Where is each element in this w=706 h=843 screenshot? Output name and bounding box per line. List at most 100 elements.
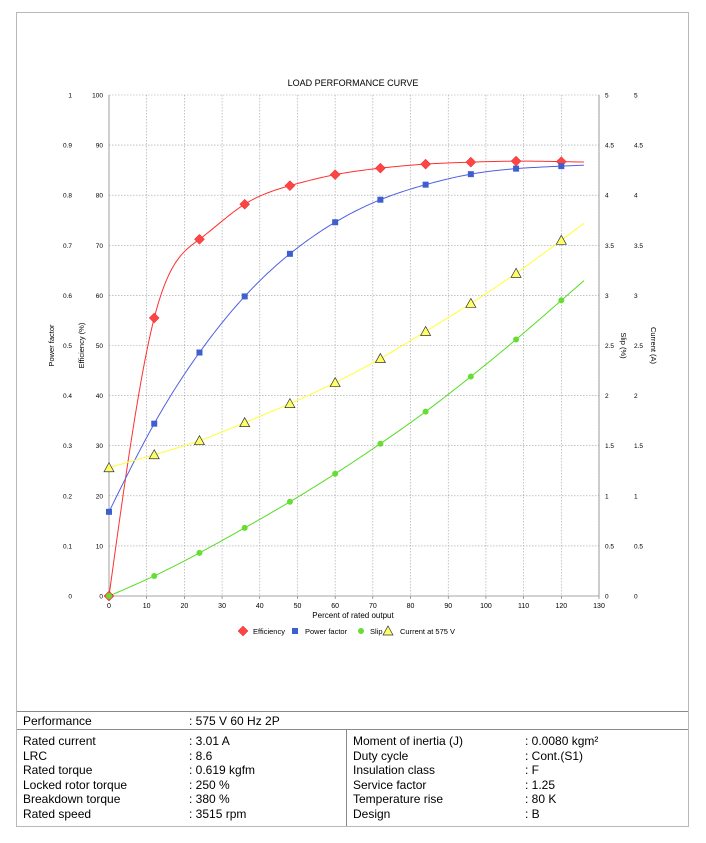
spec-value: : B — [525, 806, 540, 821]
x-tick-label: 120 — [555, 603, 567, 610]
x-tick-label: 0 — [107, 603, 111, 610]
data-point-triangle — [420, 325, 432, 336]
spec-value: : Cont.(S1) — [525, 748, 584, 763]
spec-value: : 380 % — [189, 792, 230, 806]
x-tick-label: 10 — [143, 603, 151, 610]
series-line-3 — [108, 223, 585, 469]
y-tick-label-slip: 2 — [605, 393, 609, 400]
y-tick-label-cur: 4.5 — [634, 143, 643, 150]
spec-label: Duty cycle — [353, 748, 409, 763]
y-tick-label-eff: 90 — [96, 143, 104, 150]
data-point-circle — [106, 593, 112, 599]
y-tick-label-cur: 0 — [634, 594, 638, 601]
spec-label: Locked rotor torque — [23, 777, 128, 792]
spec-value: : 3515 rpm — [189, 806, 247, 821]
data-point-triangle — [329, 376, 341, 387]
data-point-triangle — [193, 434, 206, 446]
legend-label: Slip — [370, 627, 383, 636]
y-tick-label-slip: 0.5 — [605, 543, 614, 550]
data-point-circle — [196, 549, 203, 556]
y-tick-label-pf: 0.3 — [63, 443, 72, 450]
legend-marker — [382, 625, 394, 636]
spec-label: Service factor — [353, 777, 427, 792]
data-point-square — [241, 293, 248, 300]
y-tick-label-pf: 0.6 — [63, 293, 72, 300]
x-tick-label: 80 — [407, 603, 415, 610]
y-tick-label-pf: 0.8 — [63, 193, 72, 200]
y-tick-label-pf: 0.4 — [63, 393, 72, 400]
series-line-1 — [108, 164, 584, 513]
y-tick-label-eff: 20 — [96, 493, 104, 500]
y-tick-label-cur: 1 — [634, 493, 638, 500]
data-point-triangle — [374, 352, 386, 363]
x-tick-label: 20 — [180, 603, 188, 610]
plot-area: 0 10 20 30 40 50 60 70 80 90 100 110 120 13000.10.20.… — [47, 93, 658, 611]
data-point-square — [558, 163, 565, 170]
y-tick-label-slip: 3 — [605, 293, 609, 300]
spec-value: : 8.6 — [189, 748, 213, 763]
y-tick-label-cur: 1.5 — [634, 443, 643, 450]
x-tick-label: 60 — [331, 603, 339, 610]
y-tick-label-slip: 0 — [605, 594, 609, 601]
y-tick-label-cur: 3 — [634, 293, 638, 300]
data-point-diamond — [420, 158, 431, 170]
data-point-triangle — [510, 267, 522, 278]
data-point-diamond — [239, 198, 251, 210]
y-tick-label-eff: 80 — [96, 193, 104, 200]
y-tick-label-cur: 2 — [634, 393, 638, 400]
x-tick-label: 30 — [218, 603, 226, 610]
legend-label: Current at 575 V — [400, 627, 455, 636]
spec-label: LRC — [23, 748, 48, 763]
data-point-square — [467, 171, 474, 178]
data-point-diamond — [375, 162, 386, 174]
data-point-circle — [467, 373, 474, 380]
data-point-triangle — [148, 448, 160, 460]
data-point-triangle — [555, 234, 567, 245]
spec-label: Insulation class — [353, 763, 436, 777]
chart-legend: Efficiency Power factor Slip Current at 575… — [237, 625, 455, 637]
y-tick-label-pf: 0.1 — [63, 543, 72, 550]
spec-value: : 250 % — [189, 777, 230, 792]
spec-label: Breakdown torque — [23, 792, 121, 806]
data-point-diamond — [284, 180, 296, 192]
spec-label: Performance — [23, 714, 92, 728]
y-tick-label-cur: 2.5 — [634, 343, 643, 350]
report-frame — [16, 12, 689, 827]
y-tick-label-cur: 0.5 — [634, 543, 643, 550]
y-tick-label-eff: 100 — [92, 93, 103, 100]
x-tick-label: 90 — [444, 603, 452, 610]
legend-marker — [358, 628, 364, 634]
data-point-square — [151, 420, 158, 427]
data-point-triangle — [239, 416, 251, 428]
spec-label: Temperature rise — [353, 792, 444, 806]
data-point-circle — [377, 440, 384, 447]
data-point-circle — [151, 572, 158, 579]
y-tick-label-pf: 0 — [68, 594, 72, 601]
data-point-triangle — [284, 397, 296, 408]
y-axis-label-cur: Current (A) — [649, 327, 658, 365]
data-point-circle — [513, 336, 520, 343]
data-point-triangle — [465, 297, 477, 308]
spec-value: : 0.0080 kgm² — [525, 734, 599, 748]
y-tick-label-pf: 1 — [68, 93, 72, 100]
y-tick-label-pf: 0.5 — [63, 343, 72, 350]
y-tick-label-eff: 30 — [96, 443, 104, 450]
data-point-diamond — [329, 169, 341, 181]
y-tick-label-eff: 0 — [99, 594, 103, 601]
legend-label: Power factor — [305, 627, 348, 636]
y-tick-label-slip: 2.5 — [605, 343, 614, 350]
spec-label: Rated speed — [23, 806, 92, 821]
y-tick-label-slip: 3.5 — [605, 243, 614, 250]
data-point-circle — [241, 524, 248, 531]
x-tick-label: 100 — [480, 603, 492, 610]
spec-column-divider — [346, 730, 347, 826]
y-axis-label-pf: Power factor — [47, 324, 56, 367]
data-point-diamond — [148, 312, 160, 324]
legend-marker — [292, 628, 298, 634]
x-tick-label: 70 — [369, 603, 377, 610]
x-tick-label: 40 — [256, 603, 264, 610]
data-point-square — [332, 219, 339, 226]
y-tick-label-eff: 40 — [96, 393, 104, 400]
y-tick-label-slip: 1.5 — [605, 443, 614, 450]
legend-label: Efficiency — [253, 627, 285, 636]
